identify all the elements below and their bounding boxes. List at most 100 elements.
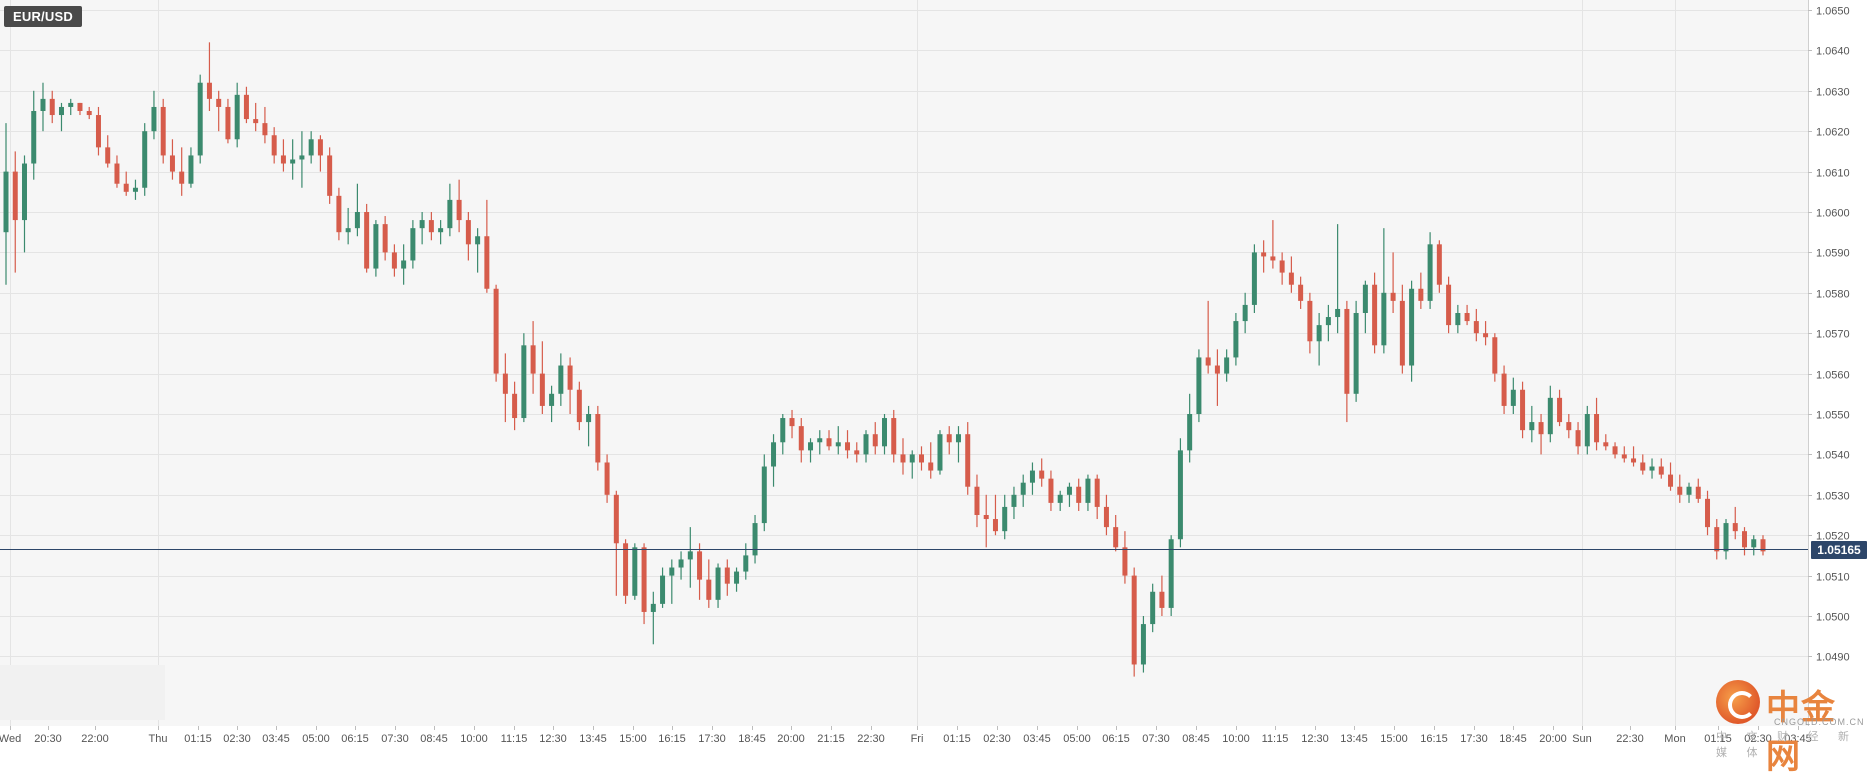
candle [1270, 220, 1276, 269]
candle-body [1002, 506, 1008, 532]
candle [234, 82, 240, 148]
x-tick-label: 20:00 [1539, 733, 1567, 745]
candle-body [105, 147, 111, 164]
x-tick-label: 20:00 [777, 733, 805, 745]
candle-body [465, 220, 471, 245]
candle [1187, 393, 1193, 463]
candle-body [1649, 466, 1655, 471]
candle [401, 244, 407, 285]
x-tick-label: 06:15 [341, 733, 369, 745]
candle [1418, 272, 1424, 309]
candle-body [780, 418, 786, 443]
candle-body [1501, 373, 1507, 406]
candle-body [1233, 321, 1239, 358]
candle [1307, 292, 1313, 354]
candle-body [761, 466, 767, 524]
candle [817, 430, 823, 455]
x-tick-label: 08:45 [420, 733, 448, 745]
candle-body [900, 454, 906, 463]
candle-body [1538, 422, 1544, 435]
candle-body [1057, 494, 1063, 503]
candle-body [1261, 252, 1267, 257]
candle-body [715, 567, 721, 600]
candle [1372, 272, 1378, 354]
candle [1483, 321, 1489, 346]
candle-body [955, 434, 961, 443]
candle [1057, 490, 1063, 511]
x-tick-label: 17:30 [698, 733, 726, 745]
candle-body [151, 106, 157, 132]
candle [1251, 244, 1257, 313]
candle-body [1436, 244, 1442, 285]
candle-body [364, 212, 370, 269]
candle [1094, 474, 1100, 520]
candle [428, 212, 434, 241]
candle-body [1742, 531, 1748, 548]
candle-body [401, 260, 407, 269]
candle-body [1298, 284, 1304, 301]
candle [1224, 349, 1230, 382]
candle [438, 220, 444, 245]
candle [447, 183, 453, 237]
candle [1085, 474, 1091, 511]
candle [1723, 519, 1729, 560]
candle [1362, 280, 1368, 334]
candle [1011, 486, 1017, 520]
x-tick-label: 07:30 [381, 733, 409, 745]
candle [983, 494, 989, 548]
candle-body [1390, 292, 1396, 301]
x-tick-label: 15:00 [619, 733, 647, 745]
candle-body [576, 389, 582, 423]
x-tick-label: 11:15 [1262, 733, 1289, 745]
candle-body [1316, 325, 1322, 342]
candle [1473, 308, 1479, 342]
candle-body [1723, 523, 1729, 552]
candle-body [1621, 454, 1627, 459]
y-tick-label: 1.0580 [1816, 289, 1850, 301]
candle [918, 446, 924, 471]
candle-body [428, 220, 434, 233]
candle-body [1473, 321, 1479, 334]
candle-body [169, 155, 175, 172]
candle [789, 409, 795, 439]
candle-body [1205, 357, 1211, 366]
candle [974, 474, 980, 528]
candle-body [132, 187, 138, 192]
candle-body [336, 195, 342, 233]
candle [808, 438, 814, 463]
symbol-badge[interactable]: EUR/USD [4, 6, 82, 27]
x-tick-label: Sun [1572, 733, 1592, 745]
candle [1048, 470, 1054, 511]
candle [3, 123, 9, 285]
candle [1584, 405, 1590, 455]
candle [1732, 506, 1738, 540]
candle [1066, 482, 1072, 507]
candle-body [1714, 527, 1720, 552]
candle-body [863, 434, 869, 455]
candle-body [595, 414, 601, 463]
candle-body [188, 155, 194, 184]
candle [280, 139, 286, 172]
candle-body [484, 236, 490, 289]
candle [382, 216, 388, 261]
candle [761, 454, 767, 532]
candle [317, 135, 323, 172]
candle-body [419, 220, 425, 229]
candle-body [1455, 313, 1461, 326]
candle [484, 199, 490, 293]
candle-body [160, 106, 166, 156]
candle [1353, 300, 1359, 402]
candle-body [1658, 466, 1664, 475]
candle [1455, 304, 1461, 334]
candle [502, 353, 508, 423]
candle [1205, 300, 1211, 374]
candle-body [299, 155, 305, 160]
x-tick-label: Thu [149, 733, 168, 745]
candle-body [743, 555, 749, 572]
candle-body [86, 111, 92, 116]
candle-body [1131, 575, 1137, 665]
candle-body [179, 171, 185, 184]
candle [1159, 575, 1165, 616]
x-tick-label: 17:30 [1460, 733, 1488, 745]
candle-body [835, 442, 841, 447]
